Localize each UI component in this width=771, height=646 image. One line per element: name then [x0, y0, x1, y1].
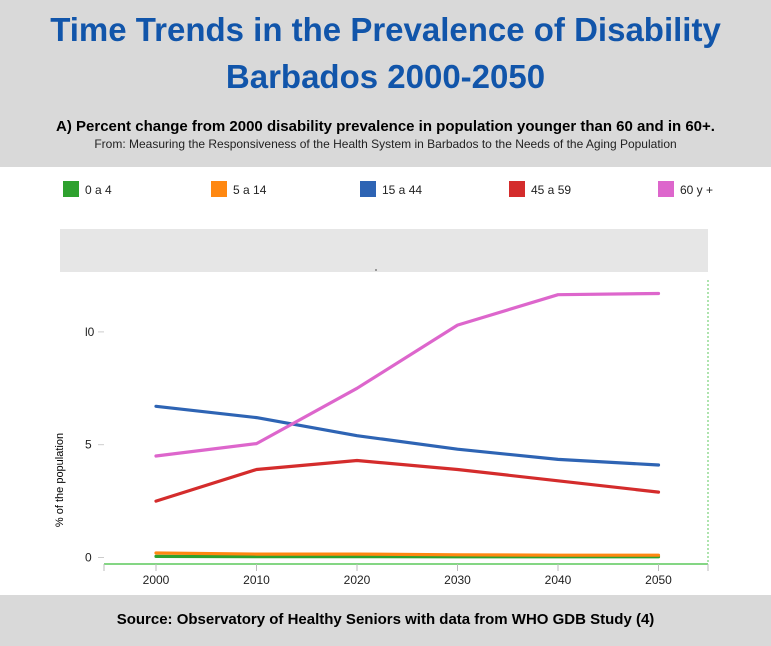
x-tick-label-2: 2020: [344, 573, 371, 587]
x-axis: 2000 2010 2020 2030 2040 2050: [103, 564, 709, 587]
footer-band: Source: Observatory of Healthy Seniors w…: [0, 595, 771, 646]
x-tick-label-4: 2040: [545, 573, 572, 587]
legend-label-3: 45 a 59: [531, 183, 571, 197]
y-tick-label-2: l0: [85, 325, 95, 339]
x-tick-label-1: 2010: [243, 573, 270, 587]
series-line-4: [154, 291, 661, 458]
line-chart: 0 a 4 5 a 14 15 a 44 45 a 59 60 y + 0 5 l0 200…: [54, 181, 713, 587]
legend-label-2: 15 a 44: [382, 183, 422, 197]
series-line-3: [154, 458, 661, 503]
legend: 0 a 4 5 a 14 15 a 44 45 a 59 60 y +: [63, 181, 713, 197]
page-title-line-1: Time Trends in the Prevalence of Disabil…: [50, 11, 721, 48]
legend-swatch-0: [63, 181, 79, 197]
placeholder-dot: [375, 269, 377, 271]
y-axis: 0 5 l0: [85, 325, 104, 564]
page-title-line-2: Barbados 2000-2050: [225, 58, 546, 95]
legend-label-0: 0 a 4: [85, 183, 112, 197]
header-band: Time Trends in the Prevalence of Disabil…: [0, 0, 771, 167]
chart-subtitle: A) Percent change from 2000 disability p…: [56, 118, 715, 135]
y-axis-title: % of the population: [54, 433, 66, 527]
legend-label-1: 5 a 14: [233, 183, 267, 197]
legend-swatch-4: [658, 181, 674, 197]
source-note: From: Measuring the Responsiveness of th…: [94, 137, 677, 151]
series-line-2: [154, 404, 661, 467]
x-tick-label-5: 2050: [645, 573, 672, 587]
y-tick-label-1: 5: [85, 438, 92, 452]
legend-swatch-2: [360, 181, 376, 197]
legend-swatch-3: [509, 181, 525, 197]
footer-source: Source: Observatory of Healthy Seniors w…: [116, 611, 655, 628]
series-line-1: [154, 551, 661, 557]
legend-swatch-1: [211, 181, 227, 197]
legend-label-4: 60 y +: [680, 183, 713, 197]
legend-placeholder-bar: [60, 229, 708, 272]
x-tick-label-0: 2000: [143, 573, 170, 587]
x-tick-label-3: 2030: [444, 573, 471, 587]
series-lines: [154, 291, 661, 559]
chart-panel: 0 a 4 5 a 14 15 a 44 45 a 59 60 y + 0 5 l0 200…: [0, 167, 771, 595]
y-tick-label-0: 0: [85, 550, 92, 564]
